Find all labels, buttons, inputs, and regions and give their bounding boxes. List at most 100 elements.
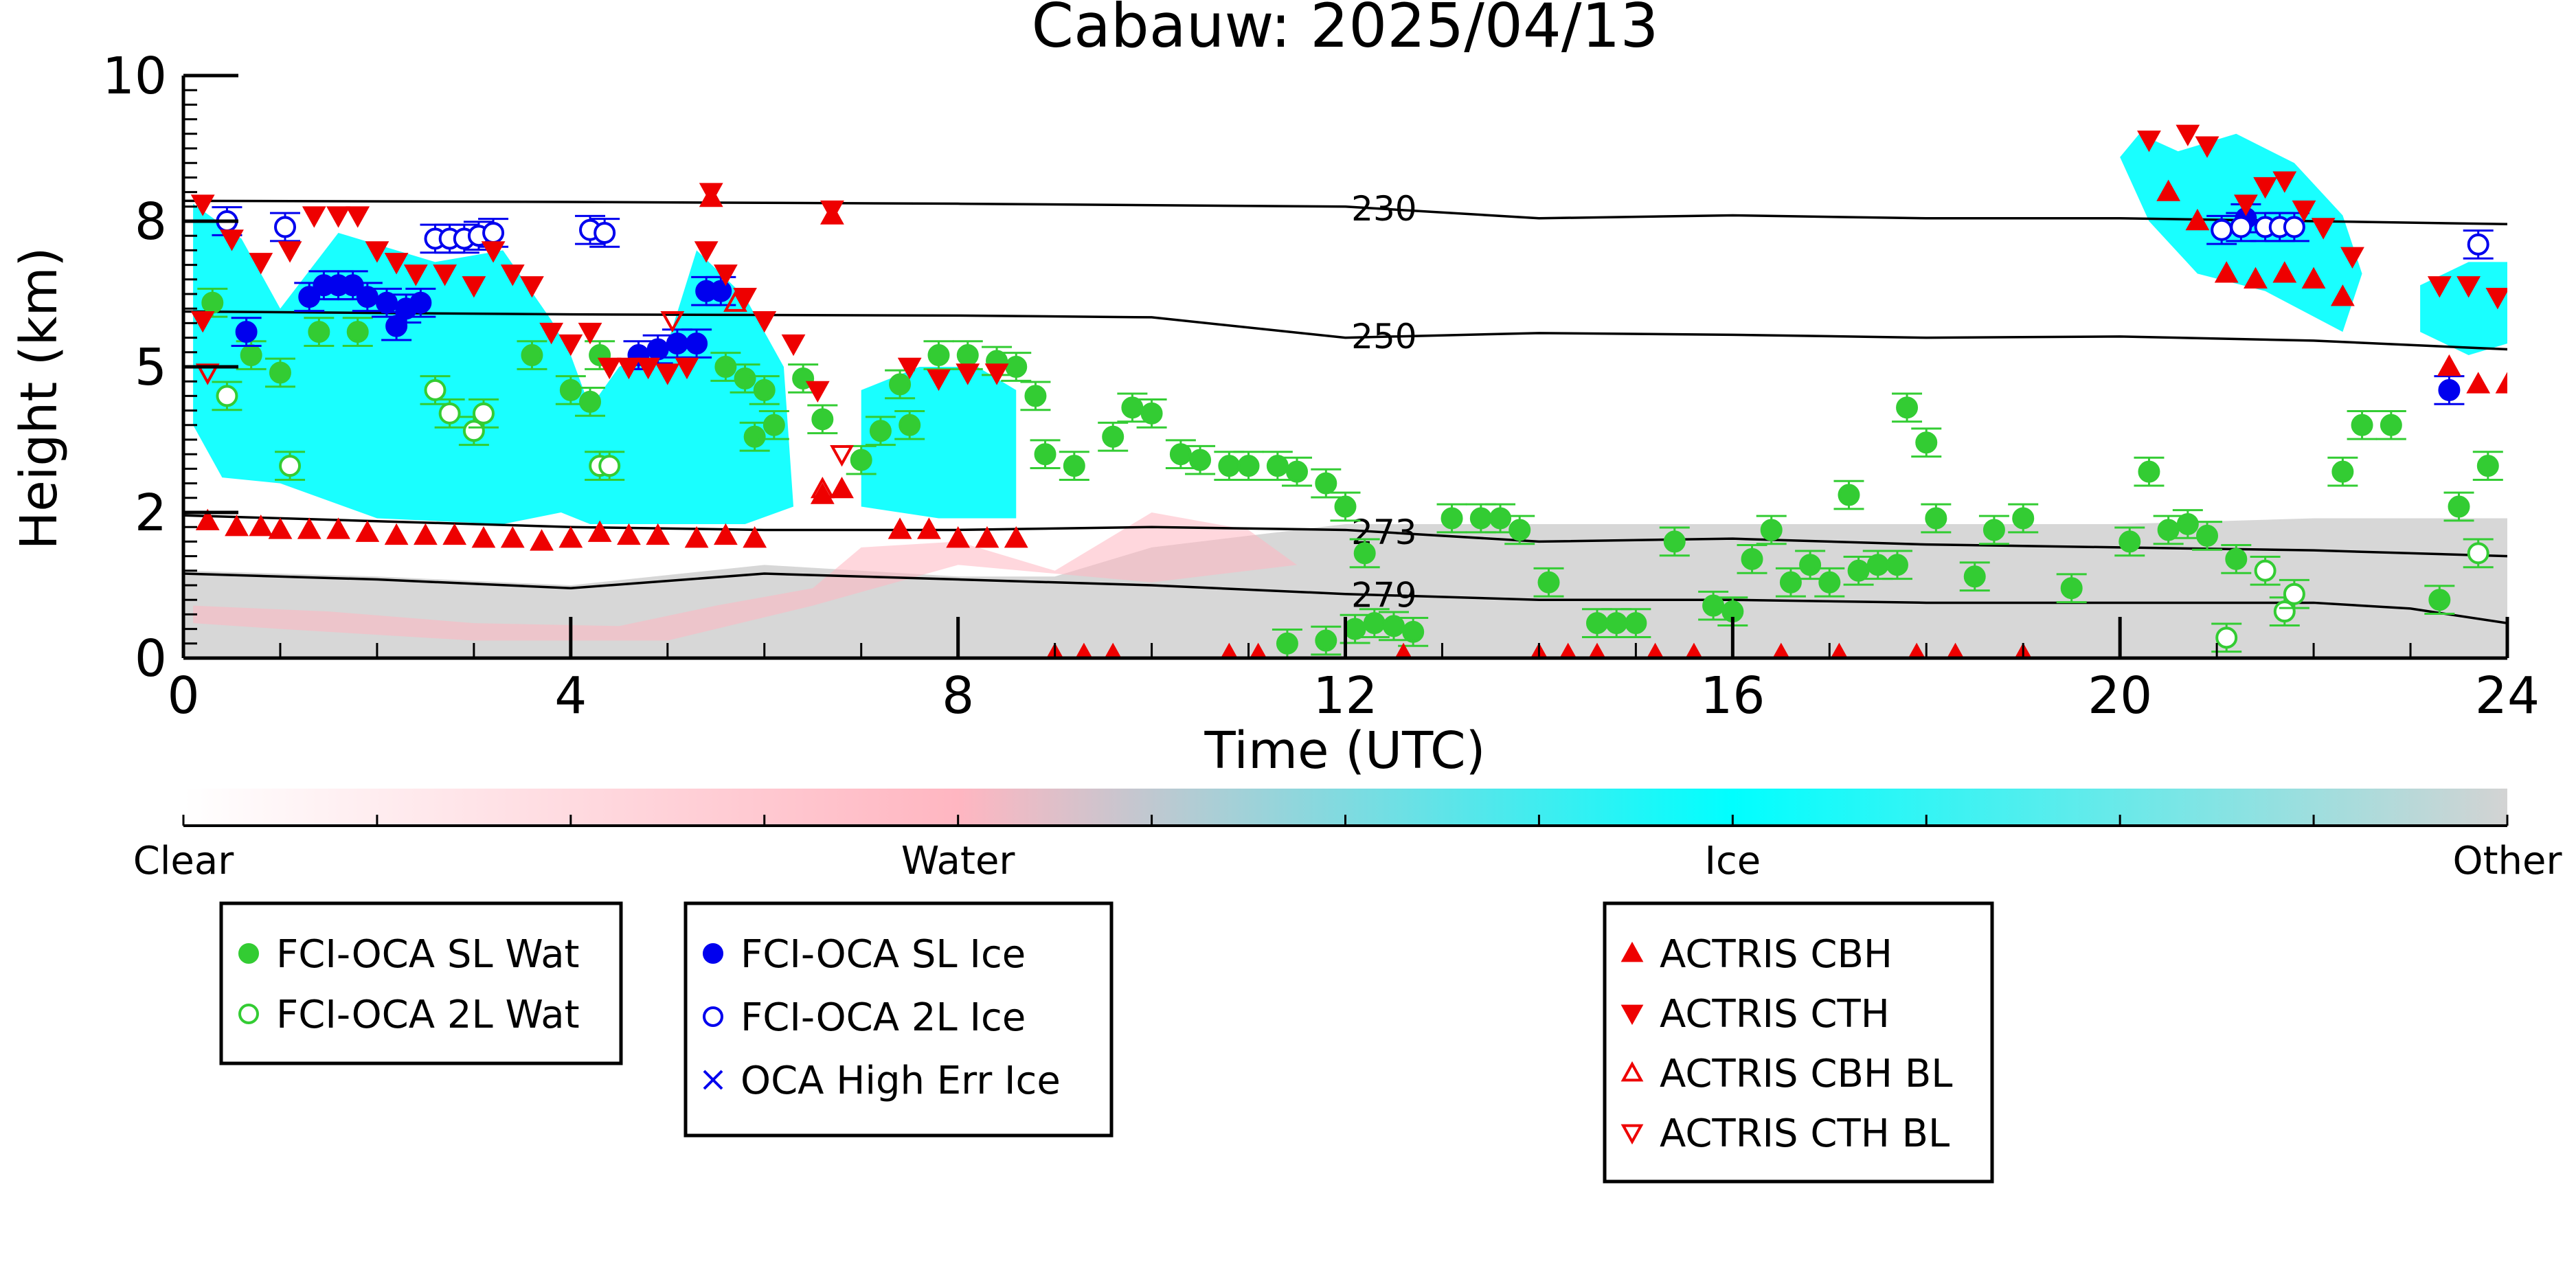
point-actris-cth-4 — [302, 206, 326, 228]
point-fci-oca-sl-wat-42 — [1363, 612, 1386, 635]
colorbar-label-clear: Clear — [133, 839, 234, 883]
point-actris-cth-13 — [500, 264, 525, 286]
legend-label-fci-oca-sl-ice: FCI-OCA SL Ice — [741, 932, 1026, 977]
point-actris-cbh-42 — [1220, 642, 1238, 658]
point-fci-oca-2l-wat-7 — [598, 455, 621, 477]
legend-label-actris-cbh-bl: ACTRIS CBH BL — [1660, 1052, 1952, 1096]
mask-region-water-1 — [193, 512, 1298, 641]
point-fci-oca-sl-wat-32 — [1218, 455, 1241, 477]
point-fci-oca-sl-wat-19 — [927, 344, 950, 367]
point-fci-oca-sl-wat-12 — [743, 425, 766, 448]
point-actris-cbh-7 — [384, 523, 409, 545]
point-actris-cth-43 — [2340, 247, 2364, 269]
point-fci-oca-sl-wat-81 — [2428, 589, 2451, 611]
point-actris-cbh-9 — [442, 523, 467, 545]
point-actris-cbh-49 — [1685, 642, 1703, 658]
legend-label-oca-high-err-ice: OCA High Err Ice — [741, 1059, 1061, 1103]
point-actris-cbh-16 — [646, 523, 670, 545]
point-actris-cbh-11 — [500, 526, 525, 548]
point-fci-oca-2l-wat-12 — [2467, 542, 2489, 565]
isotherm-label-230: 230 — [1351, 189, 1416, 229]
point-fci-oca-sl-wat-65 — [1896, 396, 1919, 419]
legend-marker-oca-high-err-ice-b — [703, 1070, 723, 1090]
point-fci-oca-2l-wat-2 — [424, 379, 447, 401]
point-actris-cbh-20 — [810, 482, 835, 504]
legend-label-actris-cth: ACTRIS CTH — [1660, 992, 1890, 1037]
colorbar-label-ice: Ice — [1704, 839, 1761, 883]
point-actris-cth-32 — [956, 363, 980, 385]
point-actris-cth-41 — [2292, 200, 2316, 223]
point-fci-oca-sl-wat-82 — [2448, 495, 2470, 518]
point-fci-oca-sl-wat-30 — [1169, 443, 1192, 466]
point-actris-cbh-52 — [1908, 642, 1925, 658]
point-actris-cth-34 — [699, 183, 723, 205]
point-actris-cth-23 — [694, 241, 719, 263]
point-fci-oca-sl-wat-74 — [2157, 519, 2180, 541]
point-fci-oca-sl-wat-33 — [1237, 455, 1260, 477]
point-actris-cbh-51 — [1830, 642, 1848, 658]
legend-marker-fci-oca-sl-wat — [238, 943, 259, 964]
legend-marker-fci-oca-2l-wat — [238, 1004, 259, 1024]
point-actris-cbh-38 — [2495, 372, 2507, 394]
point-fci-oca-sl-wat-21 — [956, 344, 979, 367]
point-actris-cbh-34 — [2301, 267, 2326, 289]
point-fci-oca-2l-ice-13 — [2283, 216, 2305, 238]
point-fci-oca-sl-wat-66 — [1915, 431, 1938, 454]
y-tick-label-5: 5 — [135, 338, 167, 397]
isotherm-label-250: 250 — [1351, 317, 1416, 357]
point-fci-oca-sl-ice-1 — [298, 286, 321, 308]
point-fci-oca-2l-ice-1 — [274, 216, 297, 238]
point-actris-cth-24 — [713, 264, 738, 286]
point-fci-oca-sl-wat-58 — [1779, 571, 1802, 594]
legend-label-fci-oca-sl-wat: FCI-OCA SL Wat — [276, 932, 580, 977]
point-fci-oca-sl-wat-10 — [734, 367, 756, 389]
point-actris-cbh-3 — [268, 517, 293, 539]
point-fci-oca-sl-wat-35 — [1286, 460, 1309, 483]
point-fci-oca-2l-wat-5 — [472, 402, 495, 425]
point-fci-oca-sl-wat-61 — [1838, 484, 1860, 506]
point-fci-oca-2l-ice-6 — [482, 221, 505, 244]
point-fci-oca-sl-wat-16 — [850, 449, 872, 471]
x-tick-label-20: 20 — [2088, 666, 2152, 725]
point-actris-cth-27 — [781, 334, 806, 357]
point-fci-oca-sl-wat-24 — [1024, 385, 1047, 407]
y-tick-label-10: 10 — [102, 47, 167, 106]
point-actris-cth-38 — [2234, 194, 2258, 216]
x-tick-label-0: 0 — [167, 666, 199, 725]
point-fci-oca-sl-wat-28 — [1121, 396, 1144, 419]
point-actris-cth-17 — [578, 322, 602, 345]
point-fci-oca-sl-wat-13 — [762, 414, 785, 436]
point-actris-cth-22 — [675, 357, 699, 380]
point-actris-cbh-47 — [1588, 642, 1606, 658]
point-actris-cbh-35 — [2330, 284, 2355, 306]
point-actris-cth-36 — [2176, 124, 2200, 146]
point-fci-oca-2l-wat-11 — [2283, 583, 2305, 605]
point-fci-oca-sl-wat-45 — [1440, 507, 1463, 530]
point-fci-oca-sl-wat-6 — [559, 379, 582, 401]
legends: FCI-OCA SL Wat FCI-OCA 2L Wat FCI-OCA SL I… — [219, 901, 1994, 1184]
x-tick-label-8: 8 — [942, 666, 974, 725]
point-fci-oca-sl-wat-60 — [1818, 571, 1841, 594]
point-actris-cth-45 — [2456, 276, 2481, 298]
point-actris-cbh-8 — [413, 523, 438, 545]
point-fci-oca-sl-wat-56 — [1741, 547, 1763, 570]
point-actris-cbh-31 — [2214, 261, 2239, 283]
point-fci-oca-sl-wat-29 — [1140, 402, 1163, 425]
point-actris-cbh-41 — [1104, 642, 1122, 658]
point-fci-oca-sl-wat-41 — [1344, 618, 1366, 640]
legend-label-fci-oca-2l-wat: FCI-OCA 2L Wat — [276, 993, 580, 1037]
legend-marker-oca-high-err-ice — [703, 1070, 723, 1090]
point-fci-oca-sl-wat-5 — [521, 344, 543, 367]
point-fci-oca-sl-wat-23 — [1005, 356, 1028, 378]
legend-marker-actris-cth-bl — [1620, 1124, 1644, 1145]
point-actris-cth-7 — [365, 241, 389, 263]
point-fci-oca-sl-wat-50 — [1585, 612, 1608, 635]
point-actris-cth-2 — [249, 253, 273, 275]
point-fci-oca-sl-wat-80 — [2380, 414, 2402, 436]
point-fci-oca-2l-ice-10 — [2230, 216, 2252, 238]
point-fci-oca-sl-ice-15 — [710, 280, 732, 302]
x-tick-label-12: 12 — [1313, 666, 1377, 725]
point-fci-oca-sl-wat-53 — [1663, 530, 1686, 553]
